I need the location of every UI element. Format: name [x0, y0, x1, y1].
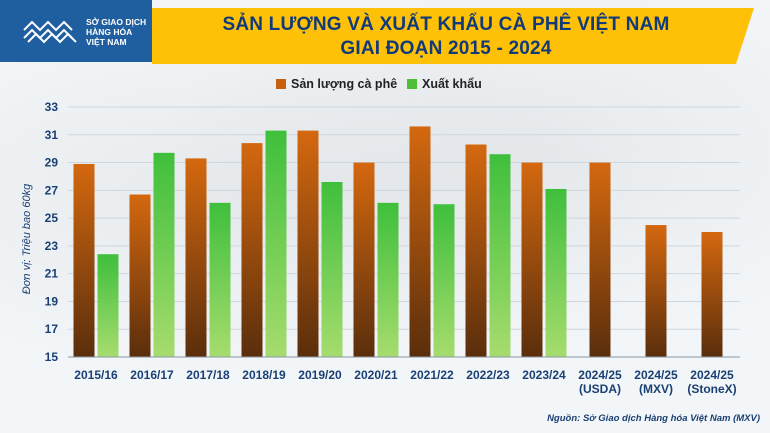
bar-export	[209, 202, 231, 357]
bar-production	[465, 144, 487, 357]
x-tick-label: 2020/21	[354, 368, 398, 382]
legend-swatch-production	[276, 79, 286, 89]
x-tick-label: 2021/22	[410, 368, 454, 382]
x-tick-label: (StoneX)	[687, 382, 736, 396]
x-tick-label: 2016/17	[130, 368, 174, 382]
logo-line-1: SỞ GIAO DỊCH	[86, 17, 147, 27]
bar-production	[129, 194, 151, 357]
axes: 15 17 19 21 23 25 27 29 31 33 2015/16 2016/17 2017/1…	[45, 100, 740, 396]
logo-line-2: HÀNG HÓA	[86, 27, 133, 37]
x-tick-label: 2019/20	[298, 368, 342, 382]
logo-line-3: VIỆT NAM	[86, 37, 127, 47]
y-tick-label: 29	[45, 156, 59, 170]
x-tick-label: 2017/18	[186, 368, 230, 382]
bar-production	[73, 163, 95, 357]
bar-production	[589, 162, 611, 357]
bar-production	[241, 143, 263, 357]
x-tick-label: (MXV)	[639, 382, 673, 396]
grid	[68, 106, 740, 358]
legend: Sản lượng cà phê Xuất khẩu	[0, 76, 770, 92]
x-tick-label: 2024/25	[578, 368, 622, 382]
chart-title-line-2: GIAI ĐOẠN 2015 - 2024	[340, 38, 552, 59]
legend-item-export: Xuất khẩu	[407, 76, 482, 92]
bar-production	[645, 225, 667, 357]
bar-production	[297, 130, 319, 357]
bar-export	[377, 202, 399, 357]
legend-item-production: Sản lượng cà phê	[276, 76, 397, 92]
y-tick-label: 15	[45, 350, 59, 364]
bar-export	[153, 152, 175, 357]
chart-title: SẢN LƯỢNG VÀ XUẤT KHẨU CÀ PHÊ VIỆT NAM G…	[152, 13, 740, 61]
y-tick-label: 21	[45, 267, 59, 281]
x-tick-label: 2018/19	[242, 368, 286, 382]
x-tick-label: 2022/23	[466, 368, 510, 382]
bar-export	[433, 204, 455, 357]
chart-title-line-1: SẢN LƯỢNG VÀ XUẤT KHẨU CÀ PHÊ VIỆT NAM	[222, 14, 670, 35]
legend-swatch-export	[407, 79, 417, 89]
logo-text: SỞ GIAO DỊCH HÀNG HÓA VIỆT NAM	[86, 17, 146, 47]
y-tick-label: 25	[45, 211, 59, 225]
logo-mark-icon	[23, 20, 77, 44]
bar-production	[521, 162, 543, 357]
bar-production	[185, 158, 207, 357]
bar-production	[409, 126, 431, 357]
logo: SỞ GIAO DỊCH HÀNG HÓA VIỆT NAM	[0, 0, 152, 62]
y-tick-label: 23	[45, 239, 59, 253]
bar-production	[701, 232, 723, 357]
bars	[73, 126, 723, 357]
source-note: Nguồn: Sở Giao dịch Hàng hóa Việt Nam (M…	[547, 413, 760, 424]
y-tick-label: 27	[45, 183, 59, 197]
legend-label-export: Xuất khẩu	[422, 77, 482, 91]
bar-export	[265, 130, 287, 357]
y-tick-label: 33	[45, 100, 59, 114]
x-tick-label: 2024/25	[690, 368, 734, 382]
x-tick-label: (USDA)	[579, 382, 621, 396]
y-tick-label: 31	[45, 128, 59, 142]
y-tick-label: 17	[45, 322, 59, 336]
title-band	[152, 8, 754, 64]
x-tick-label: 2024/25	[634, 368, 678, 382]
bar-export	[97, 254, 119, 357]
x-tick-label: 2023/24	[522, 368, 566, 382]
bar-export	[489, 154, 511, 357]
legend-label-production: Sản lượng cà phê	[291, 77, 398, 91]
bar-export	[545, 188, 567, 357]
x-tick-label: 2015/16	[74, 368, 118, 382]
bar-production	[353, 162, 375, 357]
bar-export	[321, 182, 343, 357]
y-tick-label: 19	[45, 294, 59, 308]
